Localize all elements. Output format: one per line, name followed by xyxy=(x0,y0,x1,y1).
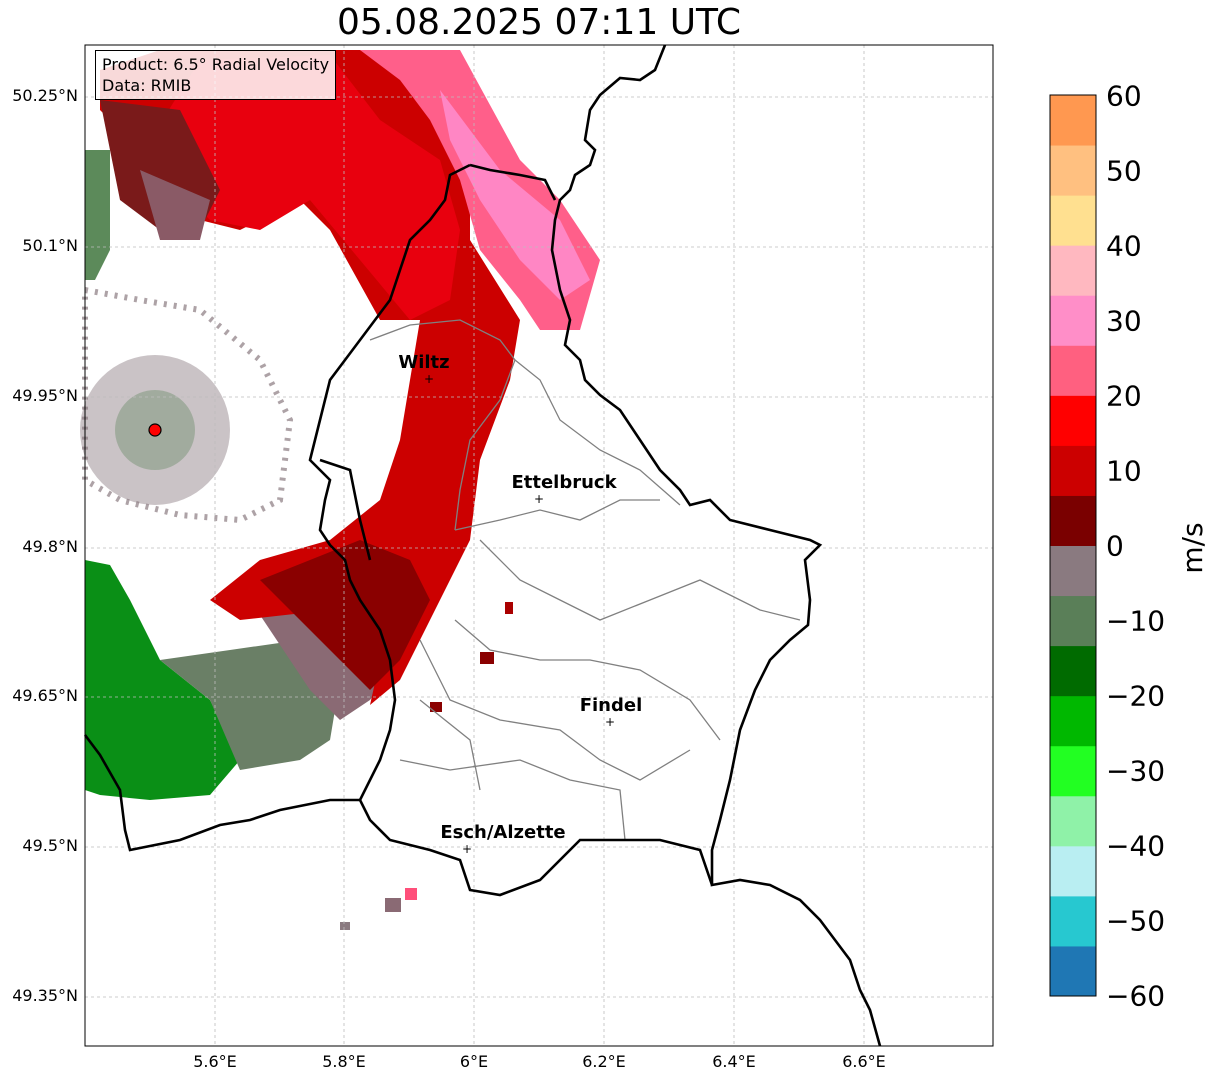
data-source-label: Data: RMIB xyxy=(102,76,192,95)
colorbar-tick-label: 10 xyxy=(1106,454,1142,488)
colorbar-segment xyxy=(1050,645,1096,697)
colorbar-tick-label: −40 xyxy=(1106,829,1166,863)
city-markers: Wiltz + Ettelbruck + Findel + Esch/Alzet… xyxy=(398,352,642,856)
city-label-ettelbruck: Ettelbruck xyxy=(511,472,617,493)
city-label-findel: Findel xyxy=(580,695,643,716)
svg-text:+: + xyxy=(534,492,544,506)
city-label-esch: Esch/Alzette xyxy=(440,822,565,843)
colorbar xyxy=(1050,95,1096,997)
colorbar-tick-label: 20 xyxy=(1106,379,1142,413)
lat-tick-label: 50.25°N xyxy=(12,86,78,105)
colorbar-segment xyxy=(1050,595,1096,647)
colorbar-segment xyxy=(1050,445,1096,496)
colorbar-unit-label: m/s xyxy=(1176,522,1207,574)
city-wiltz[interactable]: Wiltz + xyxy=(398,352,449,386)
lon-tick-label: 6.2°E xyxy=(582,1052,626,1071)
colorbar-segment xyxy=(1050,695,1096,747)
velocity-field xyxy=(80,50,600,930)
colorbar-frame xyxy=(1049,94,1097,997)
lat-tick-label: 49.65°N xyxy=(12,686,78,705)
colorbar-segment xyxy=(1050,495,1096,546)
canton-boundaries xyxy=(369,319,801,841)
colorbar-segment xyxy=(1050,395,1096,446)
graticule xyxy=(85,45,993,1046)
map-frame xyxy=(84,44,994,1047)
colorbar-segment xyxy=(1050,145,1096,196)
svg-text:+: + xyxy=(462,842,472,856)
svg-text:+: + xyxy=(424,372,434,386)
colorbar-tick-label: −20 xyxy=(1106,679,1166,713)
colorbar-segment xyxy=(1050,195,1096,246)
city-ettelbruck[interactable]: Ettelbruck + xyxy=(511,472,617,506)
lon-tick-label: 6°E xyxy=(459,1052,489,1071)
lat-tick-label: 49.8°N xyxy=(22,537,78,556)
product-label: Product: 6.5° Radial Velocity xyxy=(102,55,330,74)
product-info-box: Product: 6.5° Radial Velocity Data: RMIB xyxy=(95,50,337,100)
colorbar-segment xyxy=(1050,895,1096,947)
colorbar-tick-label: −50 xyxy=(1106,904,1166,938)
lat-tick-label: 49.35°N xyxy=(12,986,78,1005)
colorbar-segment xyxy=(1050,945,1096,997)
colorbar-segment xyxy=(1050,745,1096,797)
colorbar-tick-label: −60 xyxy=(1106,979,1166,1013)
lat-tick-label: 49.95°N xyxy=(12,386,78,405)
colorbar-tick-label: −30 xyxy=(1106,754,1166,788)
city-label-wiltz: Wiltz xyxy=(398,352,449,373)
colorbar-tick-label: 30 xyxy=(1106,304,1142,338)
colorbar-tick-label: 40 xyxy=(1106,229,1142,263)
city-esch[interactable]: Esch/Alzette + xyxy=(440,822,565,856)
map-title: 05.08.2025 07:11 UTC xyxy=(336,2,742,43)
lat-tick-label: 49.5°N xyxy=(22,836,78,855)
colorbar-segment xyxy=(1050,345,1096,396)
colorbar-segment xyxy=(1050,245,1096,296)
city-findel[interactable]: Findel + xyxy=(580,695,643,729)
colorbar-segment xyxy=(1050,545,1096,597)
colorbar-segment xyxy=(1050,295,1096,346)
lon-tick-label: 6.6°E xyxy=(842,1052,886,1071)
colorbar-tick-label: 0 xyxy=(1106,529,1124,563)
lon-tick-label: 6.4°E xyxy=(712,1052,756,1071)
national-borders xyxy=(83,44,882,1047)
colorbar-tick-label: 60 xyxy=(1106,79,1142,113)
lat-tick-label: 50.1°N xyxy=(22,236,78,255)
colorbar-segment xyxy=(1050,845,1096,897)
svg-text:+: + xyxy=(605,715,615,729)
colorbar-segment xyxy=(1050,795,1096,847)
colorbar-tick-label: −10 xyxy=(1106,604,1166,638)
colorbar-tick-label: 50 xyxy=(1106,154,1142,188)
lon-tick-label: 5.8°E xyxy=(322,1052,366,1071)
colorbar-segment xyxy=(1050,95,1096,146)
radar-site-marker[interactable] xyxy=(148,423,162,437)
lon-tick-label: 5.6°E xyxy=(193,1052,237,1071)
